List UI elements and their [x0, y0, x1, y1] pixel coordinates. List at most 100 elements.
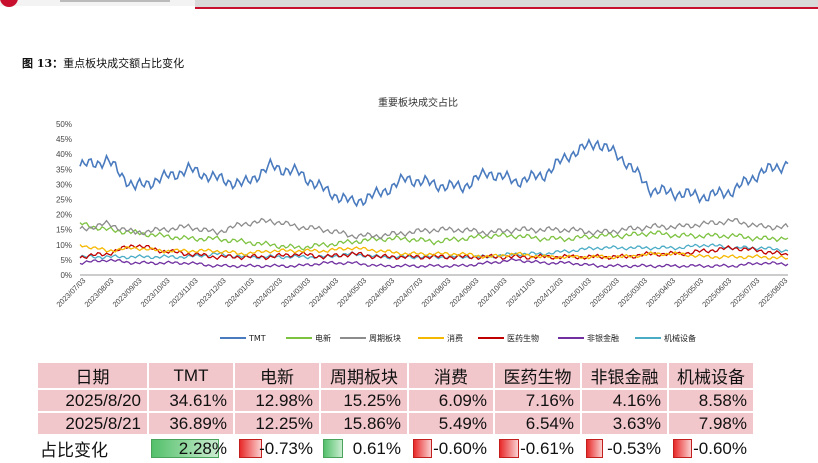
x-tick-label: 2025/06/03	[700, 276, 733, 309]
sector-share-table: 日期 TMT 电新 周期板块 消费 医药生物 非银金融 机械设备 2025/8/…	[38, 363, 755, 463]
change-value: -0.53%	[607, 438, 661, 458]
x-tick-label: 2025/04/03	[644, 276, 677, 309]
change-value: 0.61%	[352, 438, 401, 458]
change-cell: -0.73%	[234, 435, 321, 463]
y-tick-label: 30%	[56, 180, 72, 189]
figure-number: 图 13：	[22, 57, 64, 70]
table-cell: 7.16%	[494, 389, 582, 413]
table-cell: 34.61%	[148, 389, 235, 413]
change-cell: 2.28%	[148, 435, 235, 463]
figure-caption: 图 13：重点板块成交额占比变化	[22, 55, 184, 71]
y-tick-label: 5%	[60, 256, 72, 265]
y-tick-label: 10%	[56, 241, 72, 250]
x-tick-label: 2023/09/03	[111, 276, 144, 309]
y-tick-label: 25%	[56, 196, 72, 205]
change-value: -0.73%	[259, 438, 313, 458]
table-change-row: 占比变化 2.28% -0.73% 0.61% -0.60% -0.61% -0…	[38, 435, 755, 463]
change-row-label: 占比变化	[38, 435, 149, 463]
change-cell: 0.61%	[320, 435, 409, 463]
y-tick-label: 20%	[56, 211, 72, 220]
table-cell: 2025/8/20	[38, 389, 149, 413]
change-cell: -0.60%	[668, 435, 755, 463]
table-header-cell: 机械设备	[668, 363, 755, 390]
change-bar	[413, 439, 432, 458]
legend-label: 电新	[315, 333, 331, 343]
legend-label: TMT	[248, 334, 266, 343]
x-tick-label: 2024/05/03	[335, 276, 368, 309]
table-header-cell: 医药生物	[494, 363, 582, 390]
table-header-row: 日期 TMT 电新 周期板块 消费 医药生物 非银金融 机械设备	[38, 363, 755, 390]
legend-label: 周期板块	[369, 333, 401, 343]
table-cell: 6.54%	[494, 412, 582, 436]
legend-label: 消费	[447, 333, 463, 343]
y-tick-label: 15%	[56, 226, 72, 235]
series-line	[79, 222, 789, 251]
change-value: -0.61%	[520, 438, 574, 458]
legend-label: 机械设备	[664, 333, 696, 343]
table-cell: 15.25%	[320, 389, 409, 413]
change-bar	[323, 439, 343, 458]
table-header-cell: TMT	[148, 363, 235, 390]
series-line	[79, 137, 789, 208]
x-tick-label: 2025/05/03	[672, 276, 705, 309]
x-tick-label: 2023/12/03	[195, 276, 228, 309]
x-tick-label: 2025/01/03	[560, 276, 593, 309]
table-header-cell: 日期	[38, 363, 149, 390]
x-tick-label: 2023/07/03	[55, 276, 88, 309]
x-tick-label: 2023/08/03	[83, 276, 116, 309]
change-cell: -0.60%	[408, 435, 495, 463]
table-header-cell: 消费	[408, 363, 495, 390]
change-cell: -0.53%	[581, 435, 669, 463]
x-tick-label: 2023/10/03	[139, 276, 172, 309]
x-tick-label: 2024/06/03	[363, 276, 396, 309]
change-bar	[499, 439, 519, 458]
change-cell: -0.61%	[494, 435, 582, 463]
series-line	[79, 244, 789, 260]
table-cell: 8.58%	[668, 389, 755, 413]
table-cell: 2025/8/21	[38, 412, 149, 436]
brand-logo-icon	[0, 0, 18, 7]
table-row: 2025/8/21 36.89% 12.25% 15.86% 5.49% 6.5…	[38, 412, 755, 436]
x-tick-label: 2025/02/03	[588, 276, 621, 309]
change-bar	[673, 439, 692, 458]
change-bar	[586, 439, 603, 458]
line-chart: 重要板块成交占比 0% 5% 10% 15% 20% 25% 30% 35% 40% 45% 50%…	[55, 96, 790, 343]
header-banner	[0, 0, 818, 9]
x-tick-label: 2024/03/03	[279, 276, 312, 309]
table-header-cell: 周期板块	[320, 363, 409, 390]
x-tick-label: 2024/12/03	[532, 276, 565, 309]
x-tick-label: 2024/02/03	[251, 276, 284, 309]
series-line	[79, 217, 789, 240]
x-tick-label: 2024/01/03	[223, 276, 256, 309]
y-tick-label: 40%	[56, 150, 72, 159]
x-tick-label: 2024/04/03	[307, 276, 340, 309]
y-tick-label: 0%	[60, 271, 72, 280]
table-row: 2025/8/20 34.61% 12.98% 15.25% 6.09% 7.1…	[38, 389, 755, 413]
plot-area	[79, 137, 789, 269]
table-cell: 6.09%	[408, 389, 495, 413]
x-tick-label: 2024/07/03	[391, 276, 424, 309]
table-cell: 12.25%	[234, 412, 321, 436]
table-cell: 4.16%	[581, 389, 669, 413]
figure-title: 重点板块成交额占比变化	[63, 57, 185, 70]
change-value: -0.60%	[433, 438, 487, 458]
x-tick-label: 2025/03/03	[616, 276, 649, 309]
x-tick-label: 2024/09/03	[448, 276, 481, 309]
table-cell: 12.98%	[234, 389, 321, 413]
series-line	[79, 244, 789, 261]
chart-title: 重要板块成交占比	[378, 96, 458, 109]
table-cell: 3.63%	[581, 412, 669, 436]
series-line	[79, 257, 789, 269]
change-value: 2.28%	[178, 438, 227, 458]
table-cell: 7.98%	[668, 412, 755, 436]
x-tick-label: 2025/07/03	[728, 276, 761, 309]
x-axis: 2023/07/032023/08/032023/09/032023/10/03…	[55, 274, 789, 309]
chart-legend: TMT 电新 周期板块 消费 医药生物 非银金融 机械设备	[220, 333, 696, 343]
legend-label: 医药生物	[507, 333, 539, 343]
y-tick-label: 50%	[56, 120, 72, 129]
table-header-cell: 电新	[234, 363, 321, 390]
x-tick-label: 2024/10/03	[476, 276, 509, 309]
table-cell: 15.86%	[320, 412, 409, 436]
y-tick-label: 35%	[56, 165, 72, 174]
x-tick-label: 2024/08/03	[420, 276, 453, 309]
